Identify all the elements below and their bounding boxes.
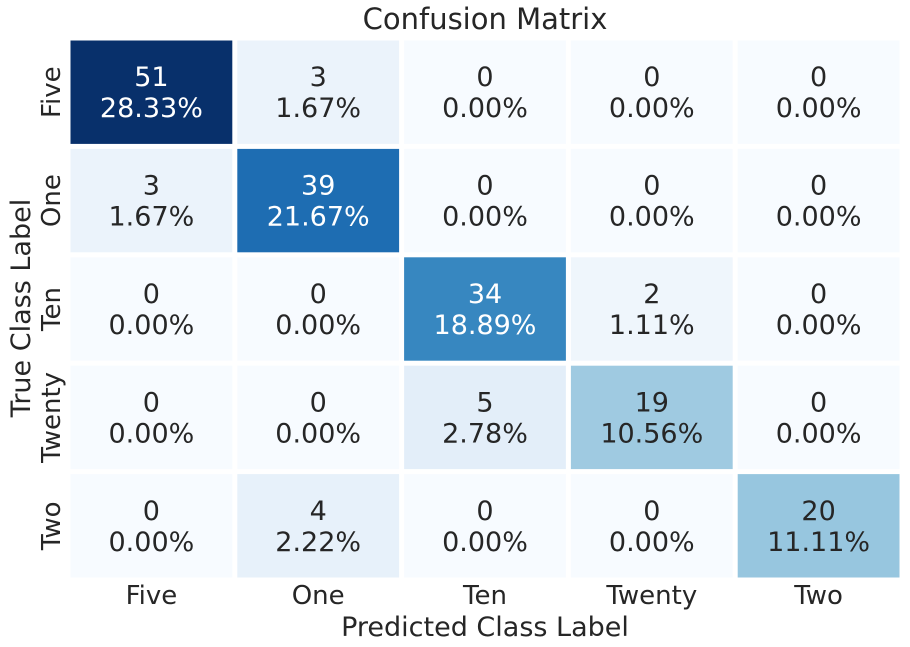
cell-count-label-2-2: 34 bbox=[468, 279, 502, 310]
heatmap-cell-0-1 bbox=[237, 40, 400, 144]
cell-count-label-1-0: 3 bbox=[143, 171, 160, 202]
cell-percent-label-1-0: 1.67% bbox=[109, 202, 195, 233]
cell-count-label-3-1: 0 bbox=[310, 387, 327, 418]
y-tick-label-2: Ten bbox=[37, 287, 67, 332]
heatmap-cell-1-2 bbox=[404, 148, 566, 253]
cell-count-label-0-4: 0 bbox=[810, 62, 827, 93]
cell-percent-label-4-0: 0.00% bbox=[109, 527, 195, 558]
cell-percent-label-3-4: 0.00% bbox=[776, 418, 862, 449]
cell-percent-label-2-0: 0.00% bbox=[109, 310, 195, 341]
cell-percent-label-0-3: 0.00% bbox=[609, 93, 695, 124]
cell-count-label-1-3: 0 bbox=[643, 171, 660, 202]
cell-count-label-0-1: 3 bbox=[310, 62, 327, 93]
cell-count-label-1-2: 0 bbox=[476, 171, 493, 202]
y-tick-label-4: Two bbox=[37, 501, 67, 551]
x-tick-label-2: Ten bbox=[462, 581, 507, 611]
cell-count-label-3-4: 0 bbox=[810, 387, 827, 418]
cell-count-label-0-0: 51 bbox=[134, 62, 168, 93]
heatmap-cell-2-4 bbox=[737, 257, 900, 361]
cell-count-label-3-0: 0 bbox=[143, 387, 160, 418]
cell-count-label-4-2: 0 bbox=[476, 496, 493, 527]
y-axis-label: True Class Label bbox=[6, 199, 37, 418]
cell-percent-label-1-3: 0.00% bbox=[609, 202, 695, 233]
cell-count-label-0-2: 0 bbox=[476, 62, 493, 93]
cell-count-label-4-1: 4 bbox=[310, 496, 327, 527]
cell-percent-label-4-3: 0.00% bbox=[609, 527, 695, 558]
cell-percent-label-1-4: 0.00% bbox=[776, 202, 862, 233]
heatmap-cell-2-3 bbox=[570, 257, 733, 361]
cell-percent-label-2-2: 18.89% bbox=[434, 310, 537, 341]
x-tick-label-3: Twenty bbox=[605, 581, 697, 611]
x-axis-label: Predicted Class Label bbox=[341, 612, 629, 643]
cell-percent-label-2-3: 1.11% bbox=[609, 310, 695, 341]
heatmap-cell-0-3 bbox=[570, 40, 733, 144]
x-tick-label-0: Five bbox=[126, 581, 178, 611]
heatmap-cell-1-4 bbox=[737, 148, 900, 253]
cell-count-label-2-0: 0 bbox=[143, 279, 160, 310]
heatmap-cell-2-0 bbox=[70, 257, 233, 361]
cell-percent-label-0-2: 0.00% bbox=[442, 93, 528, 124]
cell-percent-label-3-1: 0.00% bbox=[275, 418, 361, 449]
cell-count-label-2-4: 0 bbox=[810, 279, 827, 310]
heatmap-cell-1-1 bbox=[237, 148, 400, 253]
heatmap-cell-3-0 bbox=[70, 365, 233, 470]
heatmap-cell-0-0 bbox=[70, 40, 233, 144]
cell-count-label-3-2: 5 bbox=[476, 387, 493, 418]
heatmap-cells: 5128.33%31.67%00.00%00.00%00.00%31.67%39… bbox=[70, 40, 900, 578]
heatmap-cell-2-1 bbox=[237, 257, 400, 361]
y-tick-label-1: One bbox=[37, 174, 67, 227]
y-tick-label-0: Five bbox=[37, 66, 67, 118]
heatmap-cell-3-1 bbox=[237, 365, 400, 470]
cell-count-label-1-4: 0 bbox=[810, 171, 827, 202]
cell-percent-label-4-2: 0.00% bbox=[442, 527, 528, 558]
heatmap-cell-4-4 bbox=[737, 474, 900, 578]
cell-percent-label-3-3: 10.56% bbox=[600, 418, 703, 449]
cell-count-label-0-3: 0 bbox=[643, 62, 660, 93]
cell-percent-label-3-0: 0.00% bbox=[109, 418, 195, 449]
heatmap-cell-4-3 bbox=[570, 474, 733, 578]
heatmap-cell-3-4 bbox=[737, 365, 900, 470]
heatmap-cell-4-2 bbox=[404, 474, 566, 578]
cell-count-label-4-0: 0 bbox=[143, 496, 160, 527]
cell-percent-label-0-0: 28.33% bbox=[100, 93, 203, 124]
x-tick-label-4: Two bbox=[793, 581, 843, 611]
cell-count-label-4-3: 0 bbox=[643, 496, 660, 527]
heatmap-cell-0-4 bbox=[737, 40, 900, 144]
cell-count-label-4-4: 20 bbox=[801, 496, 835, 527]
cell-count-label-3-3: 19 bbox=[635, 387, 669, 418]
y-tick-labels: Five One Ten Twenty Two bbox=[37, 66, 67, 551]
cell-percent-label-2-1: 0.00% bbox=[275, 310, 361, 341]
cell-count-label-1-1: 39 bbox=[301, 171, 335, 202]
cell-percent-label-2-4: 0.00% bbox=[776, 310, 862, 341]
cell-percent-label-1-2: 0.00% bbox=[442, 202, 528, 233]
heatmap-cell-4-0 bbox=[70, 474, 233, 578]
heatmap-cell-3-3 bbox=[570, 365, 733, 470]
heatmap-cell-2-2 bbox=[404, 257, 566, 361]
cell-percent-label-0-4: 0.00% bbox=[776, 93, 862, 124]
cell-count-label-2-1: 0 bbox=[310, 279, 327, 310]
y-tick-label-3: Twenty bbox=[37, 372, 67, 464]
cell-percent-label-4-1: 2.22% bbox=[275, 527, 361, 558]
x-tick-label-1: One bbox=[292, 581, 345, 611]
x-tick-labels: Five One Ten Twenty Two bbox=[126, 581, 843, 611]
cell-percent-label-4-4: 11.11% bbox=[767, 527, 870, 558]
cell-count-label-2-3: 2 bbox=[643, 279, 660, 310]
heatmap-cell-1-3 bbox=[570, 148, 733, 253]
heatmap-cell-1-0 bbox=[70, 148, 233, 253]
chart-title: Confusion Matrix bbox=[363, 2, 608, 36]
heatmap-cell-3-2 bbox=[404, 365, 566, 470]
heatmap-cell-4-1 bbox=[237, 474, 400, 578]
cell-percent-label-0-1: 1.67% bbox=[275, 93, 361, 124]
cell-percent-label-1-1: 21.67% bbox=[267, 202, 370, 233]
heatmap-cell-0-2 bbox=[404, 40, 566, 144]
cell-percent-label-3-2: 2.78% bbox=[442, 418, 528, 449]
